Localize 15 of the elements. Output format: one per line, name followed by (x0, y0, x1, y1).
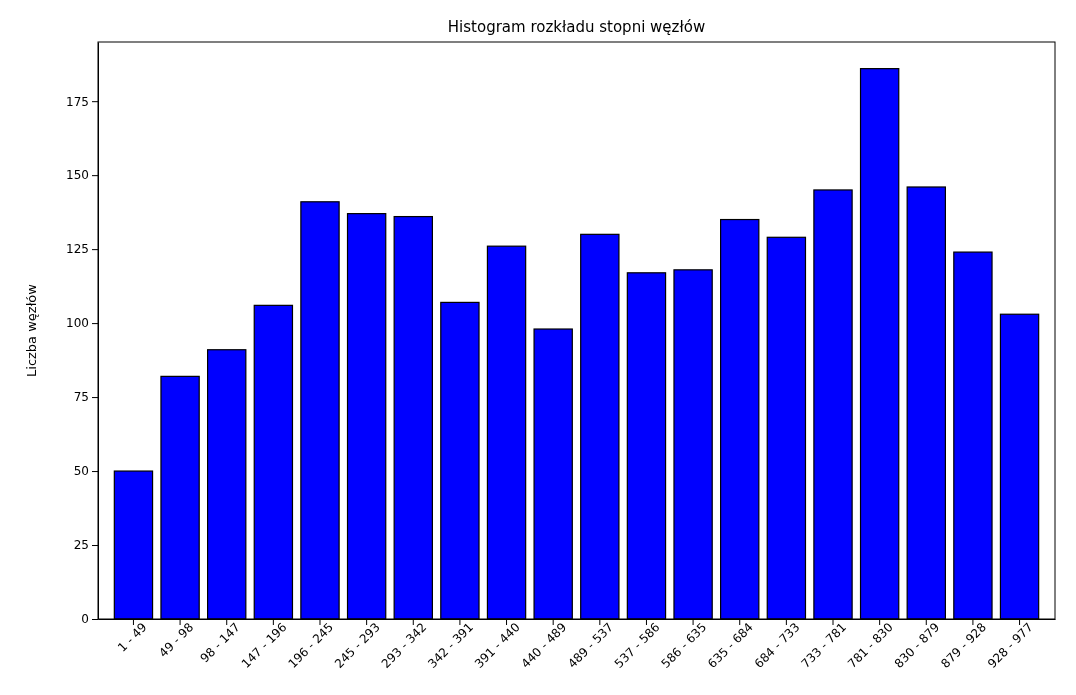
y-tick-label: 0 (81, 612, 89, 627)
y-tick-label: 50 (73, 464, 89, 479)
y-axis-title: Liczba węzłów (24, 283, 39, 377)
chart-title: Histogram rozkładu stopni węzłów (447, 18, 706, 36)
x-tick-label: 781 - 830 (845, 620, 896, 671)
y-tick-label: 75 (73, 390, 89, 405)
x-tick-label: 49 - 98 (156, 620, 197, 661)
y-tick-label: 150 (66, 168, 89, 183)
y-tick-label: 125 (66, 242, 89, 257)
y-tick-label: 175 (66, 94, 89, 109)
y-tick-label: 100 (66, 316, 89, 331)
y-tick-label: 25 (73, 538, 89, 553)
x-tick-label: 1 - 49 (115, 620, 150, 655)
x-tick-label: 440 - 489 (518, 620, 570, 671)
x-tick-label: 635 - 684 (705, 620, 756, 671)
